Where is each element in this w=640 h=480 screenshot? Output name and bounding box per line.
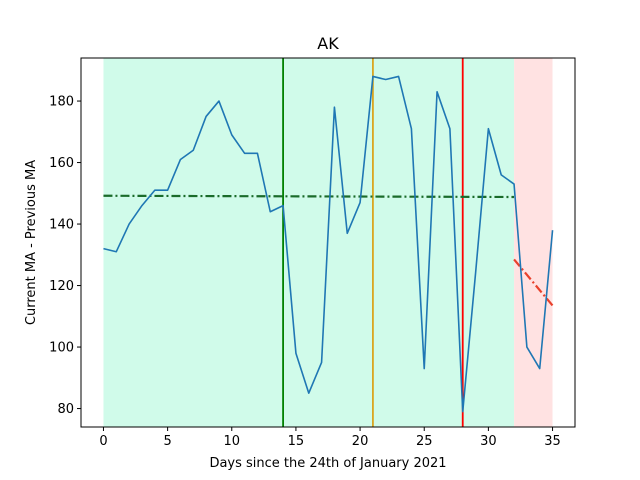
y-tick-label: 140: [49, 218, 74, 233]
x-tick-label: 30: [480, 434, 497, 449]
trend-lines: [103, 194, 554, 307]
y-tick-label: 160: [49, 156, 74, 171]
shaded-region-0: [103, 58, 515, 427]
y-tick-label: 80: [57, 402, 74, 417]
y-tick-label: 100: [49, 341, 74, 356]
x-tick-label: 35: [544, 434, 561, 449]
plot-frame: [80, 57, 576, 428]
x-axis-label: Days since the 24th of January 2021: [209, 456, 446, 471]
x-axis-ticks: 0 5 10 15 20 25 30 35: [99, 427, 561, 449]
x-tick-label: 15: [288, 434, 305, 449]
trend-line-1: [513, 258, 554, 307]
x-tick-label: 5: [163, 434, 171, 449]
x-tick-label: 0: [99, 434, 107, 449]
x-tick-label: 10: [223, 434, 240, 449]
y-axis-ticks: 80 100 120 140 160 180: [49, 95, 81, 417]
trend-line-0: [103, 194, 515, 199]
x-tick-label: 25: [416, 434, 433, 449]
chart-title: AK: [317, 34, 339, 53]
shaded-region-1: [514, 58, 553, 427]
series-lines: [103, 75, 554, 413]
y-tick-label: 120: [49, 279, 74, 294]
x-tick-label: 20: [352, 434, 369, 449]
series-line-0: [103, 75, 554, 413]
y-axis-label: Current MA - Previous MA: [24, 160, 39, 325]
shaded-regions: [103, 58, 553, 427]
y-tick-label: 180: [49, 95, 74, 110]
vertical-marker-lines: [282, 58, 464, 427]
